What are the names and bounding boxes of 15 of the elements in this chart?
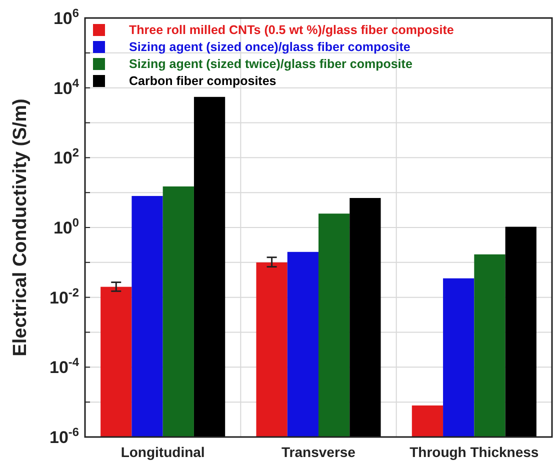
y-tick-label: 10$^{6}$ (53, 6, 80, 28)
legend-label: Carbon fiber composites (129, 74, 276, 88)
x-tick-label: Transverse (282, 444, 356, 460)
y-tick-label: 10$^{-6}$ (50, 424, 80, 447)
legend-label: Three roll milled CNTs (0.5 wt %)/glass fiber composite (129, 23, 454, 37)
legend-label: Sizing agent (sized once)/glass fiber composite (129, 40, 410, 54)
y-tick-label: 10$^{4}$ (53, 76, 80, 98)
x-tick-label: Longitudinal (120, 444, 205, 460)
x-tick-label: Through Thickness (410, 444, 539, 460)
y-tick-label: 10$^{-2}$ (50, 285, 80, 308)
y-tick-label: 10$^{2}$ (53, 146, 80, 168)
y-tick-label: 10$^{0}$ (53, 215, 80, 238)
y-tick-label: 10$^{-4}$ (50, 355, 80, 378)
y-axis-title: Electrical Conductivity (S/m) (10, 98, 31, 356)
legend-label: Sizing agent (sized twice)/glass fiber composite (129, 57, 412, 71)
